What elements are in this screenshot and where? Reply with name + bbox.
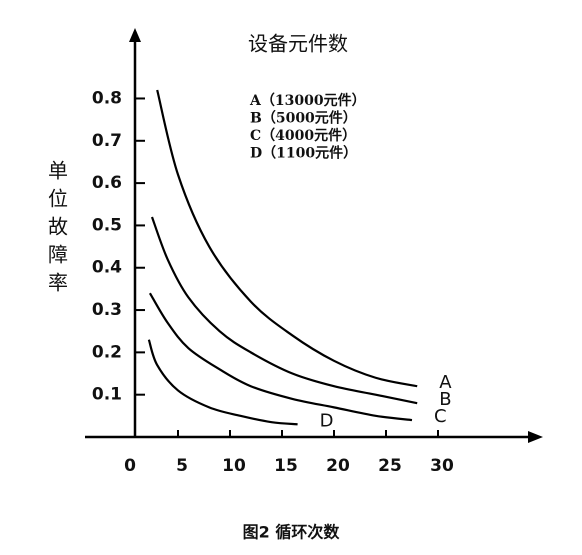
line-end-label: C xyxy=(434,406,447,427)
y-tick-label: 0.5 xyxy=(92,215,122,235)
x-tick-label: 10 xyxy=(222,456,246,476)
x-tick-label: 20 xyxy=(326,456,350,476)
y-tick-label: 0.3 xyxy=(92,300,122,320)
line-end-label: D xyxy=(320,410,334,431)
line-end-label: B xyxy=(439,389,451,410)
legend-entry: D（1100元件） xyxy=(250,145,357,162)
y-tick-label: 0.8 xyxy=(92,88,122,108)
line xyxy=(156,89,418,388)
y-axis-label: 单位故障率 xyxy=(45,160,69,300)
x-tick-label: 15 xyxy=(274,456,298,476)
x-tick-label: 0 xyxy=(124,456,136,476)
y-tick-label: 0.2 xyxy=(92,342,122,362)
line xyxy=(147,339,298,426)
chart-title: 设备元件数 xyxy=(248,32,348,56)
y-tick-label: 0.4 xyxy=(92,258,122,278)
legend-entry: A（13000元件） xyxy=(249,92,366,109)
line xyxy=(148,292,413,422)
y-arrow xyxy=(129,28,141,42)
x-arrow xyxy=(528,431,543,443)
legend-entry: C（4000元件） xyxy=(250,127,356,144)
line-end-label: A xyxy=(439,372,452,393)
y-tick-label: 0.6 xyxy=(92,173,122,193)
line xyxy=(150,216,418,405)
y-tick-label: 0.7 xyxy=(92,131,122,151)
legend-entry: B（5000元件） xyxy=(250,110,357,127)
x-tick-label: 5 xyxy=(176,456,188,476)
y-tick-label: 0.1 xyxy=(92,385,122,405)
x-tick-label: 25 xyxy=(378,456,402,476)
caption: 图2 循环次数 xyxy=(243,523,341,542)
x-tick-label: 30 xyxy=(430,456,454,476)
